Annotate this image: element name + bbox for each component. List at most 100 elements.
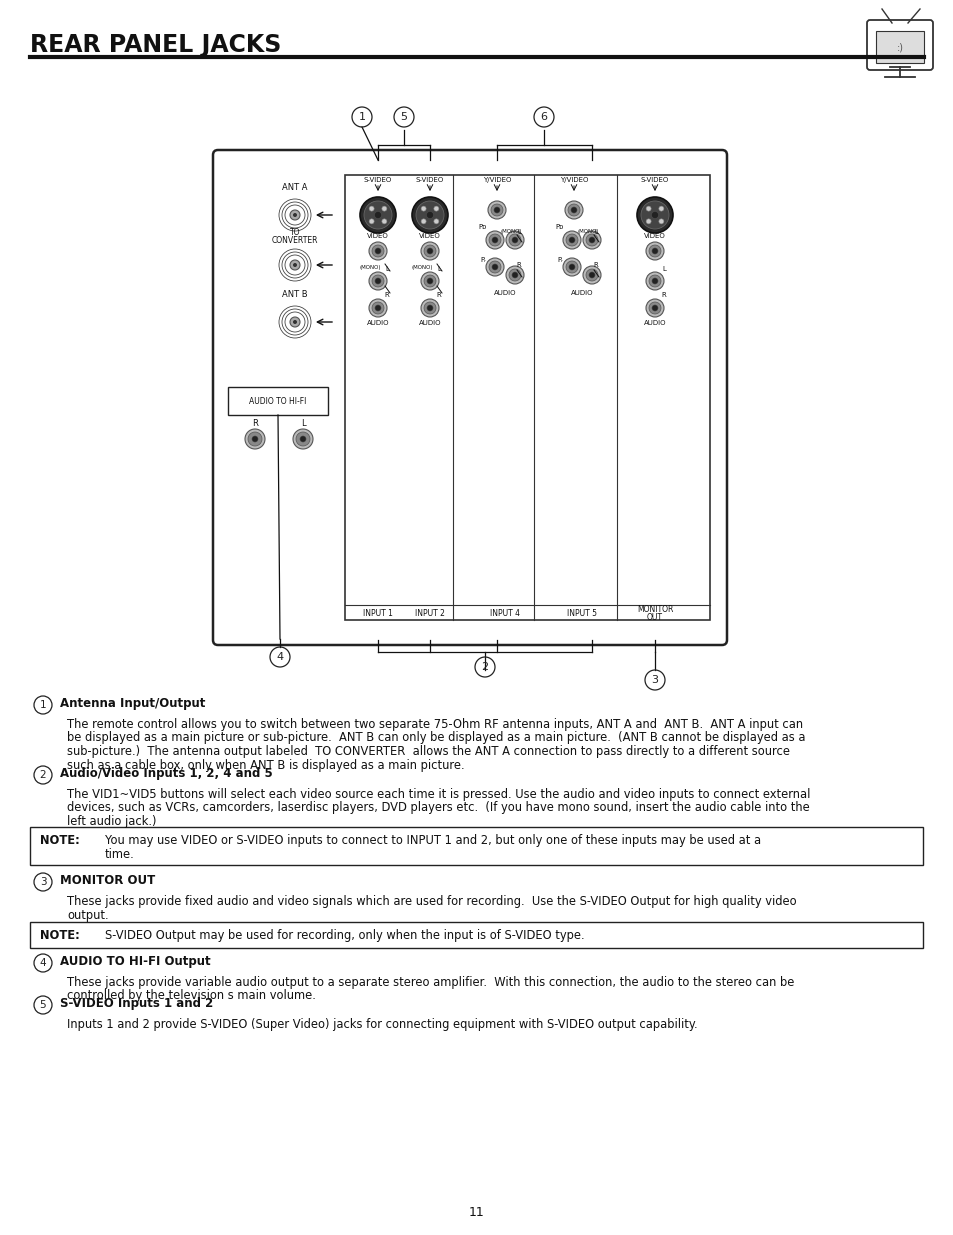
Circle shape bbox=[651, 211, 658, 219]
Text: L: L bbox=[385, 266, 389, 272]
Circle shape bbox=[494, 207, 499, 212]
Text: 4: 4 bbox=[40, 958, 47, 968]
Bar bbox=[30, 827, 923, 864]
Text: AUDIO: AUDIO bbox=[570, 290, 593, 296]
Text: 5: 5 bbox=[40, 1000, 47, 1010]
Circle shape bbox=[369, 219, 374, 224]
Text: 3: 3 bbox=[651, 676, 658, 685]
Circle shape bbox=[295, 432, 310, 446]
Text: VIDEO: VIDEO bbox=[643, 233, 665, 240]
Circle shape bbox=[375, 278, 380, 284]
Text: S-VIDEO: S-VIDEO bbox=[363, 177, 392, 183]
Circle shape bbox=[293, 429, 313, 450]
Circle shape bbox=[372, 275, 384, 287]
Text: INPUT 4: INPUT 4 bbox=[490, 609, 519, 618]
Circle shape bbox=[420, 206, 426, 211]
Text: R: R bbox=[661, 291, 666, 298]
Text: MONITOR: MONITOR bbox=[637, 605, 673, 615]
Circle shape bbox=[299, 436, 306, 442]
Circle shape bbox=[585, 233, 598, 246]
Circle shape bbox=[512, 272, 517, 278]
Text: The remote control allows you to switch between two separate 75-Ohm RF antenna i: The remote control allows you to switch … bbox=[67, 718, 802, 731]
Circle shape bbox=[568, 237, 575, 243]
Text: devices, such as VCRs, camcorders, laserdisc players, DVD players etc.  (If you : devices, such as VCRs, camcorders, laser… bbox=[67, 802, 809, 815]
Text: L: L bbox=[594, 228, 598, 235]
Text: REAR PANEL JACKS: REAR PANEL JACKS bbox=[30, 33, 281, 57]
Circle shape bbox=[588, 272, 595, 278]
Text: such as a cable box, only when ANT B is displayed as a main picture.: such as a cable box, only when ANT B is … bbox=[67, 758, 464, 772]
Circle shape bbox=[290, 317, 299, 327]
Circle shape bbox=[582, 231, 600, 249]
Text: Pᴅ: Pᴅ bbox=[478, 224, 487, 230]
Text: MONITOR OUT: MONITOR OUT bbox=[60, 874, 155, 888]
Text: 2: 2 bbox=[481, 662, 488, 672]
Circle shape bbox=[659, 219, 663, 224]
Circle shape bbox=[245, 429, 265, 450]
Circle shape bbox=[648, 245, 660, 257]
Circle shape bbox=[562, 231, 580, 249]
Circle shape bbox=[565, 233, 578, 246]
Text: Pᵣ: Pᵣ bbox=[557, 257, 562, 263]
Circle shape bbox=[426, 211, 433, 219]
Circle shape bbox=[565, 261, 578, 273]
Bar bbox=[345, 175, 709, 620]
Text: :): :) bbox=[896, 42, 902, 52]
Circle shape bbox=[290, 261, 299, 270]
Circle shape bbox=[369, 272, 387, 290]
Text: 4: 4 bbox=[276, 652, 283, 662]
Text: S-VIDEO Inputs 1 and 2: S-VIDEO Inputs 1 and 2 bbox=[60, 998, 213, 1010]
Text: (MONO): (MONO) bbox=[499, 228, 521, 233]
Circle shape bbox=[375, 211, 381, 219]
Text: R: R bbox=[252, 419, 257, 429]
Circle shape bbox=[434, 219, 438, 224]
Circle shape bbox=[509, 233, 520, 246]
Circle shape bbox=[427, 248, 433, 254]
Circle shape bbox=[505, 231, 523, 249]
FancyBboxPatch shape bbox=[228, 387, 328, 415]
Circle shape bbox=[645, 242, 663, 261]
Text: 5: 5 bbox=[400, 112, 407, 122]
FancyBboxPatch shape bbox=[213, 149, 726, 645]
Text: L: L bbox=[517, 228, 520, 235]
Text: 2: 2 bbox=[40, 769, 47, 781]
Text: output.: output. bbox=[67, 909, 109, 921]
Text: controlled by the television s main volume.: controlled by the television s main volu… bbox=[67, 989, 315, 1003]
Text: CONVERTER: CONVERTER bbox=[272, 236, 318, 245]
Circle shape bbox=[645, 219, 651, 224]
Circle shape bbox=[582, 266, 600, 284]
Text: AUDIO: AUDIO bbox=[418, 320, 441, 326]
Text: R: R bbox=[517, 262, 521, 268]
Text: time.: time. bbox=[105, 847, 134, 861]
Circle shape bbox=[492, 237, 497, 243]
Text: OUT: OUT bbox=[646, 614, 662, 622]
Text: TO: TO bbox=[290, 228, 300, 237]
Text: VIDEO: VIDEO bbox=[367, 233, 389, 240]
Circle shape bbox=[427, 305, 433, 311]
Text: S-VIDEO: S-VIDEO bbox=[416, 177, 444, 183]
Bar bbox=[875, 31, 923, 63]
Text: 11: 11 bbox=[469, 1207, 484, 1219]
Text: Inputs 1 and 2 provide S-VIDEO (Super Video) jacks for connecting equipment with: Inputs 1 and 2 provide S-VIDEO (Super Vi… bbox=[67, 1018, 697, 1031]
Text: left audio jack.): left audio jack.) bbox=[67, 815, 156, 827]
Text: 6: 6 bbox=[540, 112, 547, 122]
Text: 1: 1 bbox=[358, 112, 365, 122]
Text: AUDIO: AUDIO bbox=[494, 290, 516, 296]
Text: (MONO): (MONO) bbox=[411, 266, 433, 270]
Circle shape bbox=[375, 248, 380, 254]
Circle shape bbox=[434, 206, 438, 211]
Circle shape bbox=[290, 210, 299, 220]
Circle shape bbox=[364, 201, 392, 228]
Circle shape bbox=[659, 206, 663, 211]
Circle shape bbox=[645, 272, 663, 290]
Bar bbox=[30, 923, 923, 948]
Text: ANT A: ANT A bbox=[282, 183, 308, 191]
Circle shape bbox=[489, 261, 500, 273]
Circle shape bbox=[423, 245, 436, 257]
Text: Y/VIDEO: Y/VIDEO bbox=[482, 177, 511, 183]
Text: NOTE:: NOTE: bbox=[40, 929, 80, 942]
Circle shape bbox=[427, 278, 433, 284]
Circle shape bbox=[369, 299, 387, 317]
Circle shape bbox=[588, 237, 595, 243]
Circle shape bbox=[512, 237, 517, 243]
Text: Antenna Input/Output: Antenna Input/Output bbox=[60, 698, 205, 710]
